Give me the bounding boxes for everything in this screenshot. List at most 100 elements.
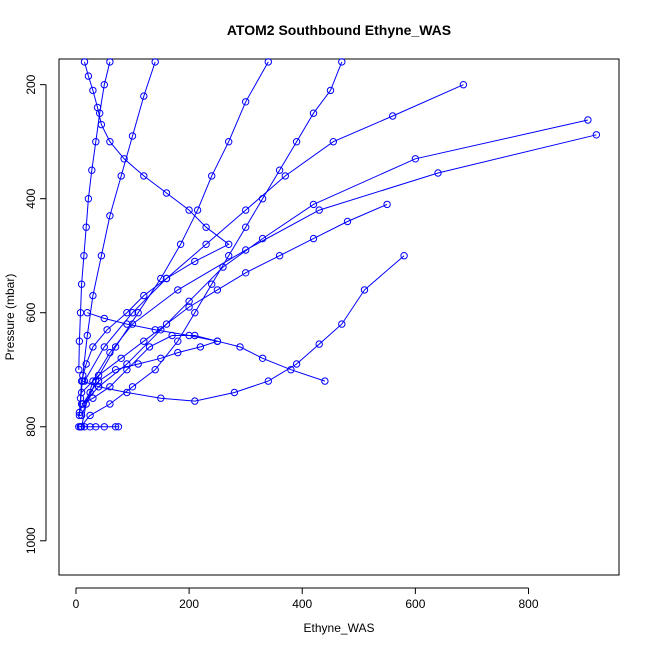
- data-point: [196, 343, 205, 351]
- data-point: [309, 109, 318, 117]
- data-point: [80, 252, 88, 260]
- data-point: [338, 58, 346, 66]
- data-point: [123, 309, 131, 317]
- plot-area-frame: [58, 58, 620, 576]
- data-point: [94, 371, 103, 380]
- data-point: [100, 423, 109, 431]
- data-point: [79, 371, 87, 380]
- data-point: [86, 423, 94, 431]
- data-point: [77, 400, 86, 408]
- data-point: [434, 169, 442, 177]
- data-point: [287, 366, 295, 374]
- series-line-2: [81, 134, 597, 427]
- data-point: [264, 58, 272, 66]
- data-point: [162, 320, 171, 328]
- data-point: [191, 397, 199, 405]
- data-point: [123, 360, 131, 368]
- series-line-10: [81, 61, 269, 416]
- data-point: [275, 252, 284, 260]
- data-point: [315, 340, 323, 348]
- data-point: [140, 172, 148, 180]
- data-point: [75, 366, 83, 374]
- data-point: [321, 377, 329, 385]
- data-point: [264, 377, 272, 385]
- x-tick-label: 800: [518, 597, 538, 611]
- data-point: [80, 58, 89, 66]
- y-axis: 200 400 600 800 1000: [24, 74, 47, 554]
- data-point: [100, 314, 109, 323]
- data-point: [82, 223, 90, 231]
- data-point: [92, 377, 100, 385]
- data-point: [383, 200, 391, 209]
- data-point: [338, 320, 346, 328]
- data-point: [75, 337, 84, 345]
- data-point: [185, 297, 193, 305]
- data-point: [174, 337, 182, 345]
- data-point: [202, 240, 210, 249]
- data-point: [185, 206, 193, 214]
- series-line-12: [78, 61, 111, 370]
- data-point: [459, 81, 468, 89]
- data-point: [213, 337, 222, 345]
- data-point: [140, 92, 148, 100]
- data-point: [242, 98, 250, 106]
- data-point: [76, 423, 85, 431]
- chart-title: ATOM2 Southbound Ethyne_WAS: [227, 22, 451, 38]
- series-line-3: [82, 119, 589, 405]
- data-point: [106, 383, 114, 391]
- data-point: [106, 58, 114, 66]
- x-tick-label: 0: [73, 597, 80, 611]
- data-point: [157, 394, 165, 402]
- series-line-1: [78, 61, 230, 413]
- data-point: [230, 388, 239, 397]
- data-point: [176, 240, 185, 249]
- data-point: [185, 303, 193, 311]
- data-point: [193, 206, 202, 214]
- series-line-7: [80, 61, 343, 428]
- data-point: [584, 116, 592, 124]
- data-point: [88, 166, 96, 174]
- data-point: [162, 189, 171, 197]
- data-point: [86, 411, 94, 420]
- x-tick-label: 200: [179, 597, 199, 611]
- data-point: [134, 360, 142, 368]
- data-point: [100, 81, 109, 89]
- data-point: [140, 337, 148, 345]
- data-point: [100, 343, 109, 351]
- data-point: [360, 286, 369, 294]
- series-line-9: [81, 203, 388, 393]
- data-point: [315, 206, 323, 214]
- data-point: [77, 411, 86, 420]
- x-tick-label: 600: [405, 597, 425, 611]
- data-point: [106, 138, 114, 146]
- data-point: [258, 195, 267, 203]
- data-point: [343, 217, 352, 226]
- data-point: [123, 388, 131, 397]
- data-point: [157, 274, 165, 283]
- data-point: [275, 166, 284, 174]
- data-point: [140, 291, 148, 300]
- data-point: [76, 309, 85, 317]
- data-point: [92, 138, 100, 146]
- data-point: [242, 206, 250, 214]
- data-point: [151, 58, 159, 66]
- series-line-4: [84, 84, 464, 382]
- data-point: [202, 223, 210, 231]
- data-point: [174, 348, 182, 357]
- data-point: [592, 131, 601, 139]
- data-point: [84, 195, 93, 203]
- data-point: [329, 138, 337, 146]
- data-point: [103, 326, 111, 334]
- data-point: [89, 86, 97, 95]
- data-point: [162, 274, 171, 283]
- data-point: [281, 172, 289, 180]
- y-tick-label: 200: [24, 74, 38, 94]
- data-point: [114, 423, 123, 431]
- data-point: [123, 366, 131, 374]
- data-point: [225, 252, 233, 260]
- data-point: [134, 309, 142, 317]
- data-point: [106, 212, 114, 220]
- data-point: [128, 132, 137, 140]
- data-point: [309, 234, 318, 243]
